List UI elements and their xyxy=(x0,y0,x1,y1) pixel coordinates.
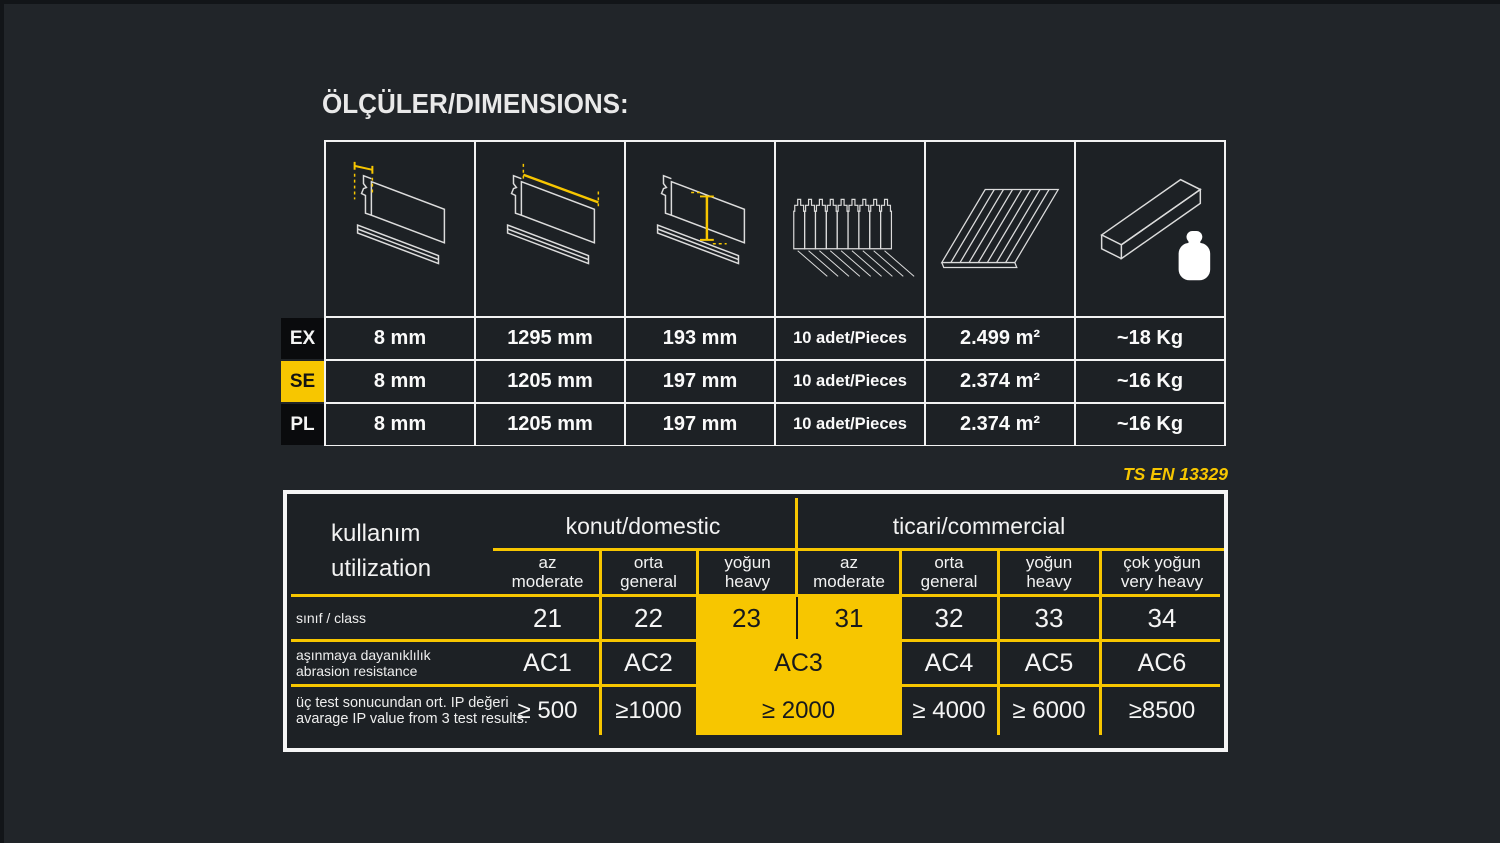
column-divider-line xyxy=(599,548,602,735)
dimension-cell: 1205 mm xyxy=(476,404,624,445)
class-cell: 34 xyxy=(1147,603,1177,633)
dimension-cell: 10 adet/Pieces xyxy=(776,404,924,445)
class-cell: 32 xyxy=(934,603,964,633)
dimension-cell: ~16 Kg xyxy=(1076,361,1224,402)
dimension-cell: ~18 Kg xyxy=(1076,318,1224,359)
subheader-domestic-moderate: az moderate xyxy=(511,553,584,591)
row-label-se: SE xyxy=(281,361,324,402)
abrasion-cell: AC1 xyxy=(523,649,572,677)
highlight-block xyxy=(697,594,900,735)
dimension-cell: 2.499 m² xyxy=(926,318,1074,359)
dimension-cell: 2.374 m² xyxy=(926,404,1074,445)
group-header-commercial: ticari/commercial xyxy=(892,513,1066,539)
dimension-cell: 10 adet/Pieces xyxy=(776,361,924,402)
dimension-cell: 1205 mm xyxy=(476,361,624,402)
abrasion-cell: AC2 xyxy=(624,649,673,677)
header-cell-width xyxy=(626,142,774,316)
dimension-cell: 197 mm xyxy=(626,404,774,445)
dimension-cell: ~16 Kg xyxy=(1076,404,1224,445)
abrasion-cell: AC6 xyxy=(1137,649,1187,677)
dimensions-table: 8 mm 1295 mm 193 mm 10 adet/Pieces 2.499… xyxy=(324,140,1226,446)
row-divider-line xyxy=(291,594,1220,597)
row-divider-line xyxy=(291,639,1220,642)
subheader-domestic-heavy: yoğun heavy xyxy=(724,553,771,591)
ip-value-cell: ≥ 4000 xyxy=(912,697,986,724)
abrasion-cell: AC5 xyxy=(1024,649,1074,677)
dimension-cell: 2.374 m² xyxy=(926,361,1074,402)
page-title: ÖLÇÜLER/DIMENSIONS: xyxy=(322,88,629,119)
row-label-ip-value: üç test sonucundan ort. IP değeri avarag… xyxy=(296,695,528,727)
page-edge-top xyxy=(0,0,1500,4)
subheader-domestic-general: orta general xyxy=(620,553,677,591)
subheader-commercial-general: orta general xyxy=(920,553,978,591)
dimension-cell: 8 mm xyxy=(326,404,474,445)
ip-value-cell: ≥ 500 xyxy=(517,697,578,724)
page-edge-left xyxy=(0,0,4,843)
weight-per-pack-icon xyxy=(1100,178,1211,281)
header-cell-pieces xyxy=(776,142,924,316)
subheader-commercial-moderate: az moderate xyxy=(813,553,885,591)
corner-label-line2: utilization xyxy=(331,555,432,582)
class-cell: 22 xyxy=(634,603,663,633)
pieces-per-pack-icon xyxy=(793,198,915,277)
group-header-domestic: konut/domestic xyxy=(565,513,721,539)
row-label-pl: PL xyxy=(281,404,324,445)
highlight-split-line xyxy=(796,597,798,639)
column-divider-line xyxy=(899,548,902,735)
subheader-commercial-very-heavy: çok yoğun very heavy xyxy=(1120,553,1204,591)
abrasion-cell: AC4 xyxy=(924,649,974,677)
class-cell: 33 xyxy=(1034,603,1064,633)
weight-icon xyxy=(1178,230,1211,281)
subheader-commercial-heavy: yoğun heavy xyxy=(1025,553,1073,591)
row-label-ex: EX xyxy=(281,318,324,359)
group-divider-line xyxy=(795,498,798,550)
plank-thickness-icon xyxy=(353,161,446,265)
column-divider-line xyxy=(795,548,798,594)
subheader-top-line xyxy=(493,548,1224,551)
row-label-abrasion: aşınmaya dayanıklılık abrasion resistanc… xyxy=(296,647,431,679)
dimension-cell: 8 mm xyxy=(326,318,474,359)
header-cell-area xyxy=(926,142,1074,316)
column-divider-line xyxy=(997,548,1000,735)
corner-label: kullanım utilization xyxy=(331,516,431,586)
plank-width-icon xyxy=(656,174,746,265)
header-cell-weight xyxy=(1076,142,1224,316)
class-cell-highlighted: 31 xyxy=(834,603,864,633)
class-cell-highlighted: 23 xyxy=(732,603,761,633)
dimension-cell: 1295 mm xyxy=(476,318,624,359)
plank-length-icon xyxy=(506,163,600,265)
utilization-table: kullanım utilization konut/domestic tica… xyxy=(283,490,1228,752)
area-per-pack-icon xyxy=(940,188,1060,269)
dimension-cell: 193 mm xyxy=(626,318,774,359)
dimension-cell: 197 mm xyxy=(626,361,774,402)
header-cell-length xyxy=(476,142,624,316)
ip-value-cell-highlighted: ≥ 2000 xyxy=(761,697,836,724)
ip-value-cell: ≥1000 xyxy=(615,697,682,724)
class-cell: 21 xyxy=(533,603,562,633)
standard-label: TS EN 13329 xyxy=(1122,464,1228,484)
column-divider-line xyxy=(696,548,699,735)
abrasion-cell-highlighted: AC3 xyxy=(774,649,823,677)
column-divider-line xyxy=(1099,548,1102,735)
dimension-cell: 10 adet/Pieces xyxy=(776,318,924,359)
dimension-cell: 8 mm xyxy=(326,361,474,402)
ip-value-cell: ≥ 6000 xyxy=(1012,697,1086,724)
ip-value-cell: ≥8500 xyxy=(1128,697,1196,724)
header-cell-thickness xyxy=(326,142,474,316)
corner-label-line1: kullanım xyxy=(331,520,421,547)
row-divider-line xyxy=(291,684,1220,687)
row-label-class: sınıf / class xyxy=(296,610,367,626)
